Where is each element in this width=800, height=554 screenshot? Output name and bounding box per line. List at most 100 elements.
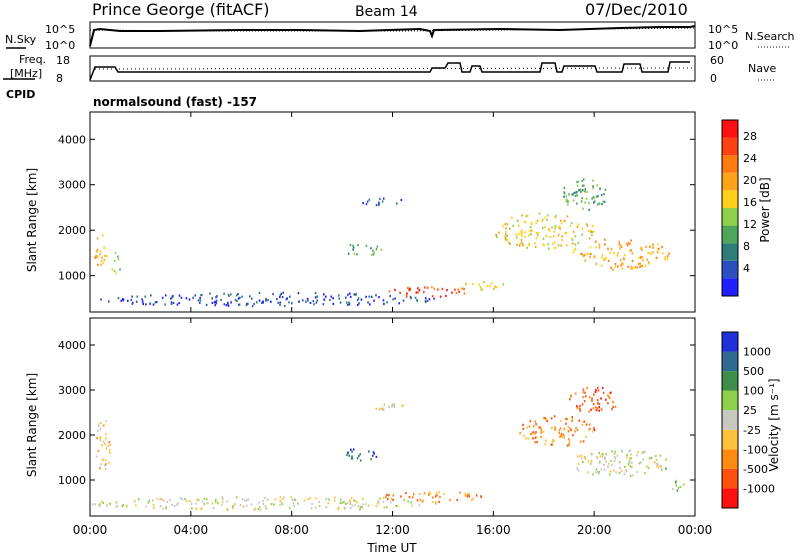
scatter-cell	[352, 246, 355, 249]
colorbar-frame	[721, 331, 739, 509]
scatter-cell	[106, 504, 108, 507]
scatter-cell	[234, 298, 237, 301]
scatter-cell	[100, 250, 102, 253]
scatter-cell	[565, 200, 568, 203]
scatter-cell	[651, 244, 654, 247]
scatter-cell	[375, 407, 377, 410]
scatter-cell	[309, 497, 311, 500]
scatter-cell	[592, 187, 595, 190]
scatter-cell	[457, 288, 459, 291]
scatter-cell	[560, 433, 563, 436]
scatter-cell	[535, 237, 538, 240]
scatter-cell	[325, 295, 327, 298]
scatter-cell	[532, 431, 534, 434]
scatter-cell	[390, 501, 392, 504]
scatter-cell	[642, 458, 644, 461]
scatter-cell	[95, 250, 98, 253]
scatter-cell	[592, 403, 595, 406]
scatter-cell	[94, 503, 96, 506]
ytick-label: 4000	[58, 133, 86, 146]
scatter-cell	[577, 180, 579, 183]
scatter-cell	[528, 244, 530, 247]
scatter-cell	[350, 448, 352, 451]
scatter-cell	[588, 252, 590, 256]
scatter-cell	[592, 185, 594, 188]
scatter-cell	[553, 230, 555, 233]
scatter-cell	[230, 293, 232, 296]
scatter-cell	[99, 467, 101, 470]
scatter-cell	[104, 254, 106, 258]
scatter-cell	[581, 424, 584, 427]
scatter-cell	[594, 471, 597, 474]
scatter-cell	[378, 296, 380, 299]
scatter-cell	[601, 203, 603, 206]
scatter-cell	[652, 251, 654, 254]
colorbar-swatch	[722, 351, 738, 372]
scatter-cell	[644, 450, 646, 454]
scatter-cell	[660, 465, 662, 468]
scatter-cell	[459, 491, 461, 494]
scatter-cell	[468, 495, 470, 498]
scatter-cell	[582, 178, 585, 181]
scatter-cell	[382, 408, 385, 411]
power-colorbar-label: Power [dB]	[758, 177, 772, 242]
noise-right-tick-top: 10^5	[708, 23, 738, 36]
scatter-cell	[593, 196, 596, 200]
scatter-cell	[568, 440, 571, 443]
scatter-cell	[276, 298, 278, 301]
scatter-cell	[341, 501, 344, 504]
scatter-cell	[618, 471, 621, 474]
colorbar-tick-label: 500	[743, 365, 764, 378]
scatter-cell	[273, 503, 275, 506]
scatter-cell	[424, 297, 427, 300]
scatter-cell	[559, 427, 562, 430]
scatter-cell	[382, 299, 385, 302]
scatter-cell	[426, 286, 429, 289]
scatter-cell	[259, 506, 261, 509]
scatter-cell	[650, 456, 653, 460]
scatter-cell	[557, 233, 560, 237]
scatter-cell	[530, 433, 532, 436]
scatter-cell	[150, 294, 152, 297]
scatter-cell	[523, 434, 525, 437]
scatter-cell	[583, 400, 586, 403]
scatter-cell	[559, 227, 561, 230]
scatter-cell	[237, 293, 239, 296]
scatter-cell	[528, 425, 531, 428]
scatter-cell	[551, 440, 554, 443]
scatter-cell	[392, 494, 394, 497]
scatter-cell	[246, 302, 248, 305]
scatter-cell	[353, 499, 355, 502]
scatter-cell	[610, 459, 612, 462]
scatter-cell	[588, 208, 590, 211]
scatter-cell	[645, 245, 647, 248]
scatter-cell	[456, 499, 458, 502]
scatter-cell	[616, 454, 619, 457]
scatter-cell	[279, 303, 281, 306]
scatter-cell	[113, 269, 116, 272]
scatter-cell	[323, 298, 325, 301]
scatter-cell	[609, 470, 612, 473]
scatter-cell	[362, 497, 364, 500]
colorbar-swatch	[722, 137, 738, 156]
scatter-cell	[439, 295, 442, 298]
scatter-cell	[423, 492, 426, 495]
xtick-label: 00:00	[678, 523, 713, 537]
scatter-cell	[215, 302, 218, 305]
scatter-cell	[573, 191, 576, 195]
scatter-cell	[597, 389, 600, 392]
scatter-cell	[455, 292, 458, 295]
scatter-cell	[598, 403, 601, 406]
scatter-cell	[657, 251, 659, 254]
scatter-cell	[536, 441, 538, 444]
scatter-cell	[148, 499, 151, 502]
scatter-cell	[587, 229, 590, 232]
scatter-cell	[576, 194, 578, 197]
scatter-cell	[512, 224, 514, 227]
scatter-cell	[372, 249, 374, 252]
scatter-cell	[277, 301, 280, 304]
scatter-cell	[370, 458, 372, 461]
scatter-cell	[597, 203, 599, 206]
scatter-cell	[347, 451, 349, 454]
scatter-cell	[576, 455, 579, 458]
